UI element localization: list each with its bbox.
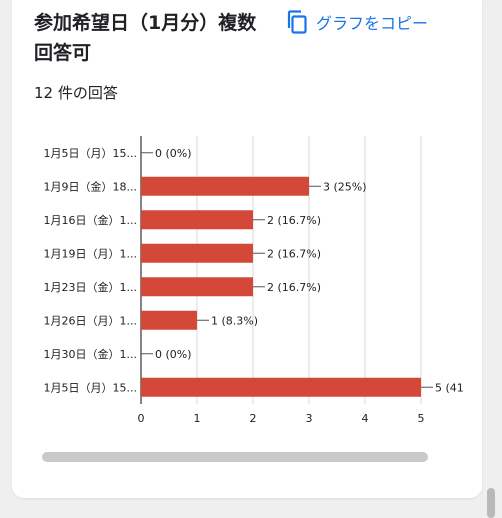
x-tick-label: 1	[194, 412, 201, 425]
bar-chart: 1月5日（月）15... 0 (0%) 1月9日（金）18... 3 (25%) 1月1…	[12, 130, 482, 430]
x-tick-label: 0	[138, 412, 145, 425]
bar	[141, 277, 253, 297]
question-card: 参加希望日（1月分）複数回答可 グラフをコピー 12 件の回答 1月5日（月）1…	[12, 0, 482, 498]
category-label: 1月5日（月）15...	[44, 381, 137, 394]
category-label: 1月9日（金）18...	[44, 179, 137, 193]
bar	[141, 176, 309, 196]
copy-icon	[287, 10, 307, 34]
response-count: 12 件の回答	[34, 84, 118, 102]
data-label: 0 (0%)	[155, 147, 192, 160]
data-label: 2 (16.7%)	[267, 214, 321, 227]
data-label: 3 (25%)	[323, 180, 367, 193]
category-label: 1月26日（月）1...	[44, 314, 137, 327]
data-label: 0 (0%)	[155, 348, 192, 361]
category-label: 1月5日（月）15...	[44, 147, 137, 160]
category-label: 1月30日（金）1...	[44, 347, 137, 361]
copy-chart-button[interactable]: グラフをコピー	[286, 8, 428, 36]
category-label: 1月16日（金）1...	[44, 213, 137, 227]
data-label: 1 (8.3%)	[211, 314, 258, 327]
x-tick-label: 2	[250, 412, 257, 425]
bar	[141, 210, 253, 230]
x-tick-label: 4	[362, 412, 369, 425]
category-label: 1月23日（金）1...	[44, 280, 137, 294]
horizontal-scrollbar[interactable]	[42, 452, 428, 462]
bar	[141, 243, 253, 263]
bar	[141, 377, 421, 397]
bar-chart-svg: 1月5日（月）15... 0 (0%) 1月9日（金）18... 3 (25%) 1月1…	[44, 136, 464, 425]
page-scrollbar[interactable]	[487, 488, 495, 518]
data-label: 2 (16.7%)	[267, 281, 321, 294]
x-tick-label: 3	[306, 412, 313, 425]
copy-chart-label: グラフをコピー	[316, 14, 429, 33]
category-label: 1月19日（月）1...	[44, 247, 137, 260]
question-title: 参加希望日（1月分）複数回答可	[34, 12, 257, 64]
bar	[141, 310, 197, 330]
data-label: 5 (41	[435, 381, 464, 394]
x-tick-label: 5	[418, 412, 425, 425]
data-label: 2 (16.7%)	[267, 247, 321, 260]
